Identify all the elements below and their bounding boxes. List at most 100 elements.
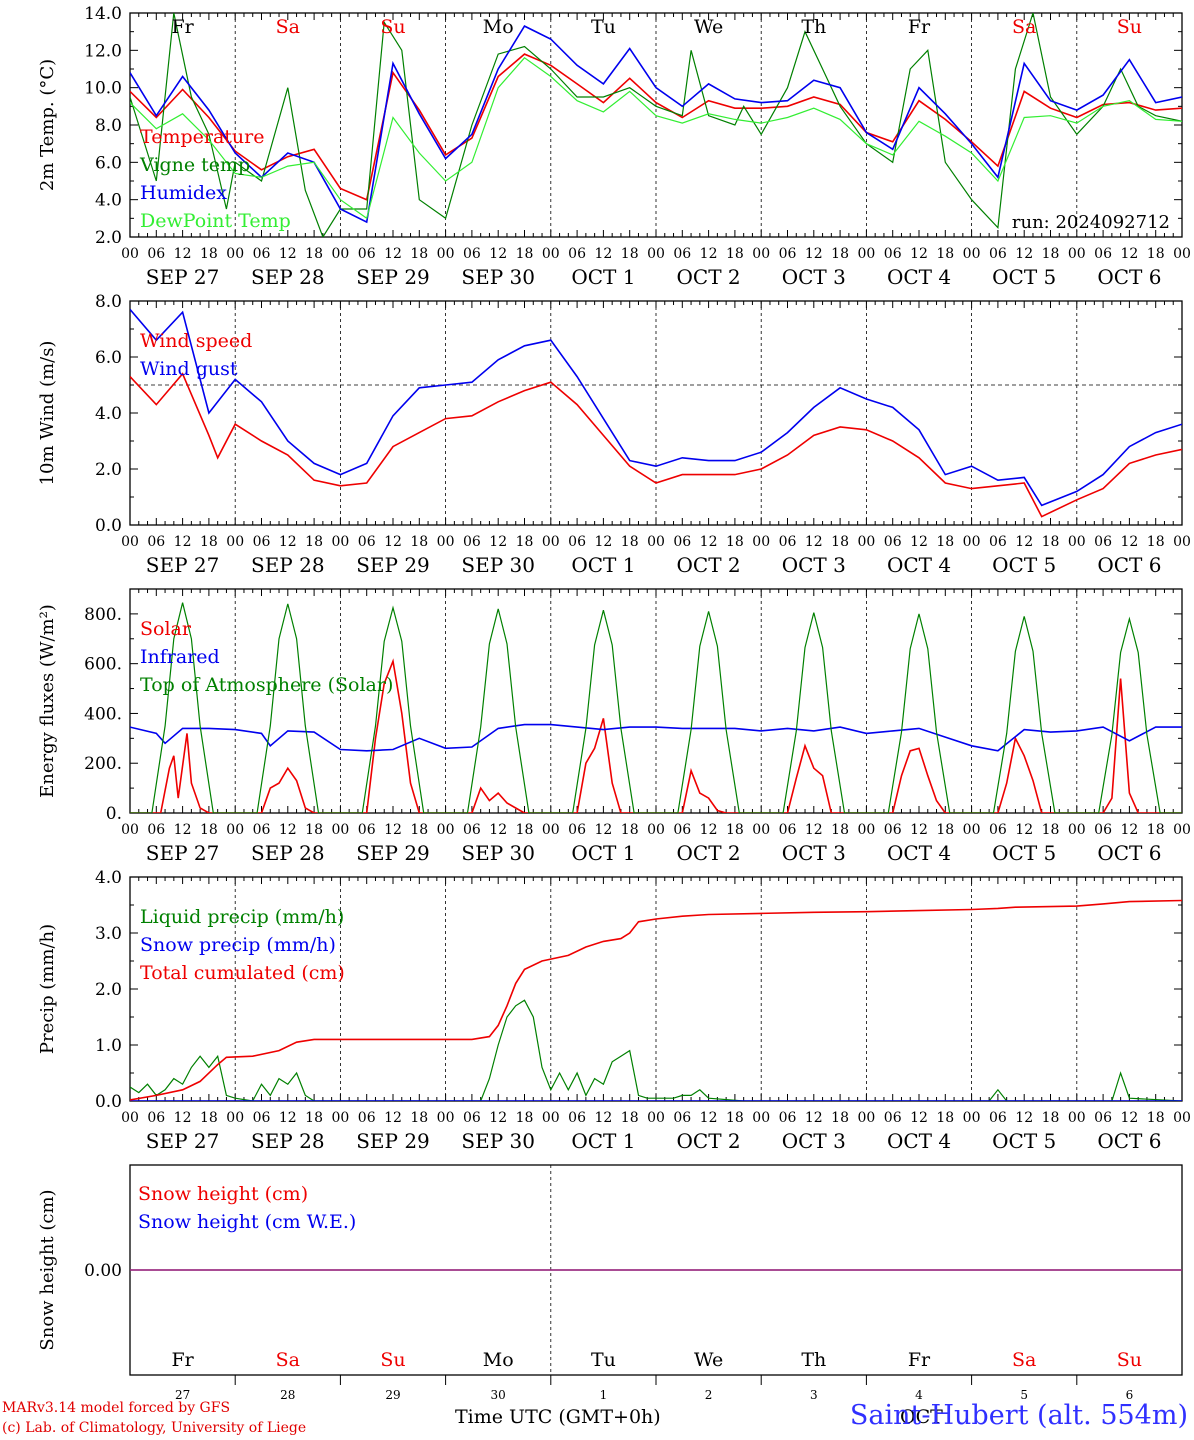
day-label: SEP 29 bbox=[356, 841, 430, 865]
hour-tick-label: 06 bbox=[884, 1110, 902, 1126]
panel-wind: 00 06 12 18 SEP 27 00 06 12 18 SEP 28 00 06 12 18 SEP … bbox=[37, 292, 1191, 577]
hour-tick-label: 18 bbox=[831, 822, 849, 838]
hour-tick-label: 12 bbox=[384, 822, 402, 838]
hour-tick-label: 06 bbox=[147, 1110, 165, 1126]
hour-tick-label: 12 bbox=[489, 246, 507, 262]
hour-tick-label: 12 bbox=[489, 1110, 507, 1126]
hour-tick-label: 00 bbox=[542, 246, 560, 262]
hour-tick-label: 12 bbox=[594, 534, 612, 550]
station-label: Saint-Hubert (alt. 554m) bbox=[849, 1400, 1188, 1431]
hour-tick-label: 00 bbox=[857, 534, 875, 550]
hour-tick-label: 00 bbox=[331, 534, 349, 550]
hour-tick-label: 00 bbox=[1173, 246, 1191, 262]
series-line-liquid-precip-mm-h- bbox=[130, 999, 1182, 1101]
model-credit: MARv3.14 model forced by GFS bbox=[2, 1400, 231, 1416]
hour-tick-label: 00 bbox=[226, 1110, 244, 1126]
day-label: SEP 27 bbox=[146, 1129, 220, 1153]
hour-tick-label: 12 bbox=[174, 534, 192, 550]
hour-tick-label: 00 bbox=[226, 534, 244, 550]
day-label: OCT 4 bbox=[887, 553, 951, 577]
series-line-solar bbox=[130, 658, 1182, 813]
weekday-label: Fr bbox=[171, 16, 194, 38]
hour-tick-label: 12 bbox=[700, 822, 718, 838]
day-label: OCT 2 bbox=[677, 553, 741, 577]
weekday-label: Th bbox=[801, 16, 826, 38]
day-label: OCT 6 bbox=[1097, 841, 1161, 865]
series-line-total-cumulated-cm- bbox=[130, 899, 1182, 1101]
panel-snow: 0.00 Snow height (cm) Snow height (cm) Snow… bbox=[37, 1164, 1183, 1376]
hour-tick-label: 06 bbox=[568, 1110, 586, 1126]
day-number-label: 2 bbox=[705, 1388, 713, 1402]
run-annotation: run: 2024092712 bbox=[1012, 212, 1170, 233]
hour-tick-label: 06 bbox=[779, 1110, 797, 1126]
hour-tick-label: 12 bbox=[174, 822, 192, 838]
legend-item: Wind speed bbox=[140, 330, 252, 352]
y-tick-label: 10.0 bbox=[84, 79, 122, 99]
weekday-label-bottom: Su bbox=[1117, 1349, 1142, 1371]
legend-item: Vigne temp bbox=[139, 154, 250, 176]
day-label: SEP 30 bbox=[461, 265, 535, 289]
hour-tick-label: 12 bbox=[805, 246, 823, 262]
hour-tick-label: 06 bbox=[463, 246, 481, 262]
hour-tick-label: 18 bbox=[831, 246, 849, 262]
day-label: OCT 5 bbox=[992, 1129, 1056, 1153]
hour-tick-label: 12 bbox=[1015, 246, 1033, 262]
hour-tick-label: 00 bbox=[752, 246, 770, 262]
hour-tick-label: 12 bbox=[384, 1110, 402, 1126]
hour-tick-label: 06 bbox=[463, 1110, 481, 1126]
series-line-top-of-atmosphere-solar- bbox=[130, 602, 1182, 813]
y-tick-label: 600. bbox=[84, 655, 122, 675]
hour-tick-label: 12 bbox=[279, 534, 297, 550]
hour-tick-label: 00 bbox=[331, 246, 349, 262]
hour-tick-label: 06 bbox=[673, 246, 691, 262]
hour-tick-label: 06 bbox=[1094, 1110, 1112, 1126]
hour-tick-label: 00 bbox=[857, 822, 875, 838]
hour-tick-label: 00 bbox=[542, 822, 560, 838]
day-label: OCT 1 bbox=[571, 841, 635, 865]
day-number-label: 5 bbox=[1020, 1388, 1028, 1402]
hour-tick-label: 12 bbox=[174, 246, 192, 262]
y-tick-label: 400. bbox=[84, 704, 122, 724]
month-label-bottom: OCT bbox=[900, 1406, 943, 1428]
day-number-label: 29 bbox=[385, 1388, 400, 1402]
hour-tick-label: 12 bbox=[489, 534, 507, 550]
hour-tick-label: 18 bbox=[726, 1110, 744, 1126]
y-tick-label: 0.0 bbox=[95, 516, 122, 536]
day-label: SEP 29 bbox=[356, 1129, 430, 1153]
hour-tick-label: 00 bbox=[226, 822, 244, 838]
hour-tick-label: 18 bbox=[1042, 1110, 1060, 1126]
hour-tick-label: 12 bbox=[384, 246, 402, 262]
hour-tick-label: 18 bbox=[621, 822, 639, 838]
hour-tick-label: 06 bbox=[884, 822, 902, 838]
weekday-label-bottom: We bbox=[694, 1349, 723, 1371]
hour-tick-label: 06 bbox=[673, 534, 691, 550]
day-number-label: 3 bbox=[810, 1388, 818, 1402]
hour-tick-label: 18 bbox=[516, 1110, 534, 1126]
series-line-humidex bbox=[130, 25, 1182, 224]
hour-tick-label: 06 bbox=[147, 534, 165, 550]
day-label: SEP 30 bbox=[461, 553, 535, 577]
hour-tick-label: 06 bbox=[884, 246, 902, 262]
hour-tick-label: 18 bbox=[831, 1110, 849, 1126]
y-tick-label: 200. bbox=[84, 754, 122, 774]
plot-frame bbox=[129, 588, 1183, 814]
hour-tick-label: 00 bbox=[542, 1110, 560, 1126]
weekday-label-bottom: Su bbox=[380, 1349, 405, 1371]
hour-tick-label: 06 bbox=[779, 534, 797, 550]
day-label: SEP 30 bbox=[461, 841, 535, 865]
hour-tick-label: 18 bbox=[621, 534, 639, 550]
weekday-label: Tu bbox=[591, 16, 616, 38]
y-tick-label: 8.0 bbox=[95, 292, 122, 312]
day-label: OCT 3 bbox=[782, 553, 846, 577]
legend-item: Liquid precip (mm/h) bbox=[140, 906, 344, 928]
hour-tick-label: 18 bbox=[516, 534, 534, 550]
y-tick-label: 4.0 bbox=[95, 868, 122, 888]
weekday-label-bottom: Tu bbox=[591, 1349, 616, 1371]
weekday-label: Sa bbox=[276, 16, 300, 38]
hour-tick-label: 00 bbox=[121, 822, 139, 838]
y-axis-label: Snow height (cm) bbox=[37, 1189, 58, 1350]
hour-tick-label: 18 bbox=[305, 1110, 323, 1126]
hour-tick-label: 00 bbox=[437, 246, 455, 262]
hour-tick-label: 00 bbox=[647, 822, 665, 838]
day-label: SEP 30 bbox=[461, 1129, 535, 1153]
